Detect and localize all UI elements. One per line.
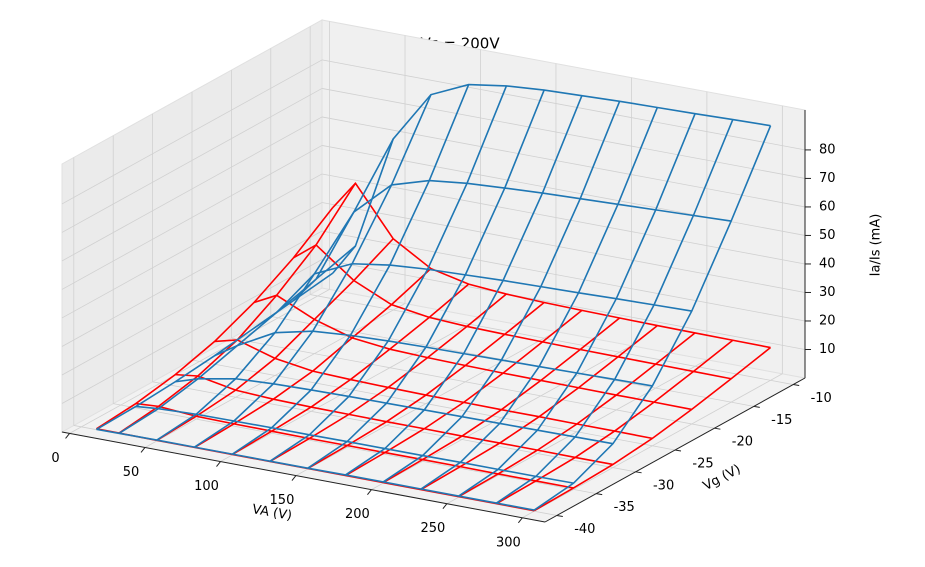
grid-line — [61, 202, 323, 347]
x-tick-label: 0 — [51, 451, 59, 466]
grid-line — [61, 259, 323, 404]
wire-line — [307, 89, 545, 469]
wire-line — [231, 283, 470, 456]
grid-line — [61, 88, 323, 233]
wire-line — [458, 113, 696, 497]
z-axis-label: Ia/Is (mA) — [869, 214, 884, 277]
wire-line — [231, 84, 470, 455]
z-tick-label: 70 — [819, 171, 836, 186]
wire-line — [420, 324, 658, 491]
wire-line — [345, 309, 583, 477]
wire-line — [156, 138, 394, 441]
tick-mark — [596, 493, 603, 496]
y-tick-label: -20 — [732, 435, 753, 450]
grid-line — [321, 116, 806, 208]
wire-line — [118, 245, 356, 434]
z-tick-label: 20 — [819, 313, 836, 328]
y-tick-label: -35 — [614, 500, 635, 515]
tick-mark — [442, 503, 448, 510]
wire-line — [382, 101, 621, 483]
x-axis-label: VA (V) — [251, 502, 293, 524]
grid-line — [321, 202, 806, 293]
grid-line — [321, 173, 806, 265]
tick-mark — [556, 514, 563, 517]
wire-line — [156, 238, 394, 442]
grid-line — [321, 259, 806, 350]
wire-line — [345, 95, 583, 476]
grid-line — [310, 294, 794, 385]
z-tick-label: 10 — [819, 342, 836, 357]
x-tick-label: 200 — [345, 507, 370, 522]
x-axis — [61, 431, 546, 523]
x-tick-label: 250 — [420, 521, 445, 536]
grid-line — [321, 88, 806, 179]
tick-mark — [753, 405, 760, 408]
wire-line — [96, 272, 334, 431]
x-tick-label: 300 — [496, 535, 521, 550]
x-tick-label: 50 — [123, 465, 140, 480]
z-tick-label: 60 — [819, 199, 836, 214]
wire-line — [533, 125, 772, 511]
grid-line — [191, 359, 676, 451]
z-tick-label: 50 — [819, 228, 836, 243]
x-tick-label: 150 — [270, 493, 295, 508]
wire-line — [533, 346, 772, 512]
wire-line — [269, 85, 508, 462]
tick-mark — [635, 471, 642, 474]
grid-line — [61, 116, 323, 262]
y-tick-label: -40 — [574, 522, 595, 537]
x-tick-label: 100 — [194, 479, 219, 494]
wire-line — [496, 339, 734, 505]
wire-line — [269, 293, 507, 463]
tick-mark — [65, 433, 70, 439]
y-tick-label: -25 — [692, 457, 713, 472]
tick-mark — [216, 461, 221, 467]
tick-mark — [291, 475, 297, 481]
wire-line — [458, 332, 696, 498]
tick-mark — [140, 447, 146, 453]
grid-line — [61, 59, 323, 205]
grid-line — [61, 145, 323, 290]
wire-line — [194, 94, 432, 448]
tick-mark — [674, 449, 682, 452]
y-tick-label: -30 — [653, 478, 674, 493]
wire-line — [307, 301, 545, 470]
wire-line — [382, 317, 621, 484]
wire-line — [495, 119, 734, 504]
wire-line — [194, 267, 432, 449]
z-tick-label: 40 — [819, 256, 836, 271]
z-tick-label: 80 — [819, 142, 836, 157]
tick-mark — [714, 427, 721, 430]
tick-mark — [793, 384, 800, 387]
z-tick-label: 30 — [819, 285, 836, 300]
wire-line — [420, 107, 659, 490]
y-tick-label: -10 — [811, 391, 832, 406]
y-tick-label: -15 — [771, 413, 792, 428]
y-axis — [544, 377, 806, 523]
grid-line — [61, 173, 323, 319]
grid-line — [61, 230, 323, 376]
wire-line — [96, 207, 334, 430]
tick-mark — [517, 517, 523, 524]
tick-mark — [367, 489, 372, 495]
grid-line — [321, 59, 806, 151]
